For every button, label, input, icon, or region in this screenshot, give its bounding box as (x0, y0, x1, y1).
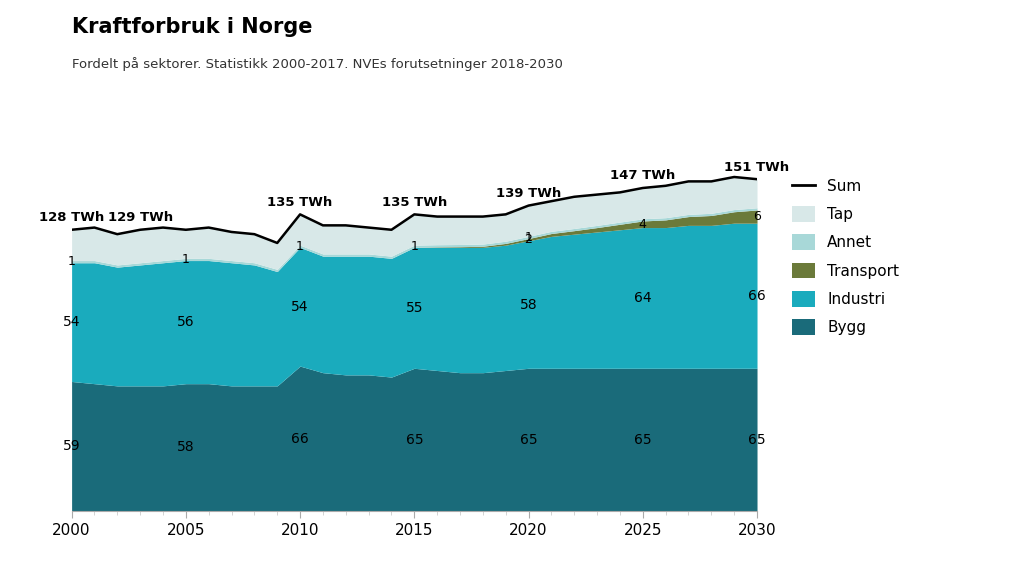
Text: Kraftforbruk i Norge: Kraftforbruk i Norge (72, 17, 312, 37)
Text: 65: 65 (634, 433, 652, 447)
Text: 151 TWh: 151 TWh (724, 161, 790, 174)
Text: 129 TWh: 129 TWh (107, 211, 173, 224)
Text: 147 TWh: 147 TWh (610, 169, 675, 182)
Text: 66: 66 (748, 289, 766, 303)
Text: 66: 66 (292, 432, 309, 446)
Text: 1: 1 (525, 231, 533, 244)
Text: 54: 54 (62, 315, 81, 329)
Text: 1: 1 (182, 253, 190, 266)
Text: 56: 56 (177, 315, 194, 329)
Text: 55: 55 (405, 301, 424, 315)
Legend: Sum, Tap, Annet, Transport, Industri, Bygg: Sum, Tap, Annet, Transport, Industri, By… (792, 178, 899, 335)
Text: 64: 64 (634, 291, 652, 305)
Text: 139 TWh: 139 TWh (496, 187, 562, 200)
Text: 1: 1 (296, 240, 304, 253)
Text: 1: 1 (410, 240, 418, 253)
Text: 58: 58 (177, 440, 194, 454)
Text: 128 TWh: 128 TWh (39, 211, 104, 224)
Text: Fordelt på sektorer. Statistikk 2000-2017. NVEs forutsetninger 2018-2030: Fordelt på sektorer. Statistikk 2000-201… (72, 57, 563, 71)
Text: 2: 2 (525, 233, 533, 246)
Text: 6: 6 (753, 210, 761, 223)
Text: 59: 59 (62, 439, 81, 453)
Text: 135 TWh: 135 TWh (267, 196, 332, 209)
Text: 4: 4 (638, 218, 647, 231)
Text: 58: 58 (520, 298, 537, 311)
Text: 65: 65 (748, 433, 766, 447)
Text: 65: 65 (520, 433, 537, 447)
Text: 65: 65 (405, 433, 424, 447)
Text: 54: 54 (292, 300, 309, 314)
Text: 1: 1 (68, 255, 76, 268)
Text: 135 TWh: 135 TWh (382, 196, 447, 209)
